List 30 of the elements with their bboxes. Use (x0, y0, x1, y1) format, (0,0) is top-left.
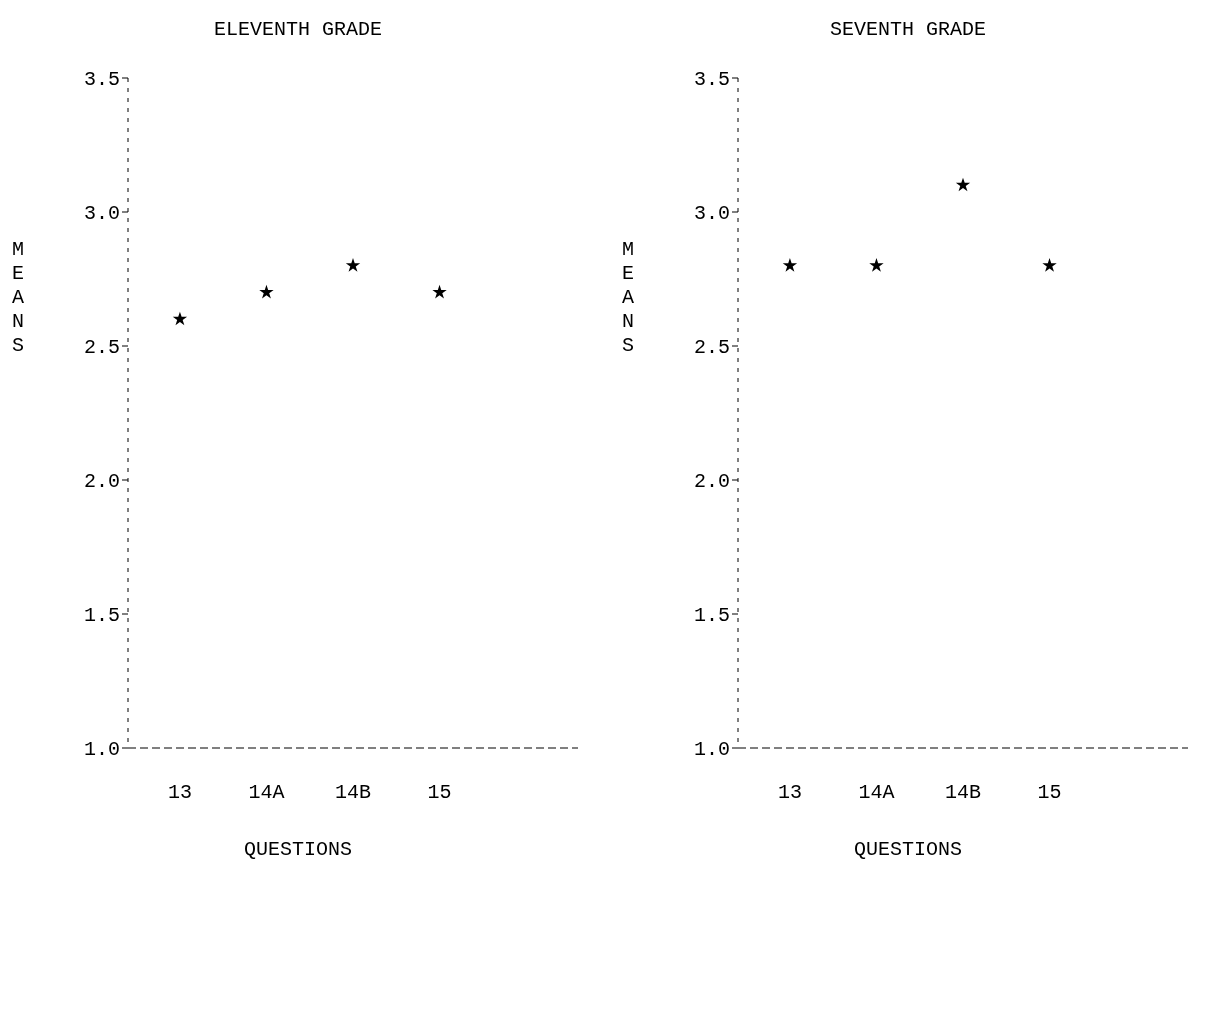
x-tick-label: 14B (944, 781, 982, 805)
x-axis-title: QUESTIONS (853, 838, 963, 861)
x-axis-title: QUESTIONS (243, 838, 353, 861)
y-tick-label: 2.0 (83, 470, 120, 494)
y-tick-label: 1.5 (83, 604, 120, 628)
y-tick-label: 3.5 (83, 68, 120, 92)
y-tick-label: 1.0 (693, 738, 730, 762)
y-tick-label: 3.5 (693, 68, 730, 92)
y-tick-label: 1.0 (83, 738, 120, 762)
point (259, 284, 274, 299)
x-tick-label: 14B (334, 781, 372, 805)
x-tick-label: 13 (777, 781, 802, 805)
x-tick-label: 15 (1037, 781, 1062, 805)
point (432, 284, 447, 299)
y-axis-title: MEANS (11, 238, 25, 358)
x-tick-label: 15 (427, 781, 452, 805)
y-tick-label: 2.0 (693, 470, 730, 494)
chart-title: ELEVENTH GRADE (213, 18, 383, 43)
chart-title: SEVENTH GRADE (829, 18, 987, 43)
point (172, 311, 188, 326)
x-tick-label: 14A (248, 781, 285, 805)
y-tick-label: 2.5 (83, 336, 120, 360)
y-axis-title: MEANS (621, 238, 635, 358)
y-tick-label: 3.0 (83, 202, 120, 226)
y-tick-label: 3.0 (693, 202, 730, 226)
x-tick-label: 13 (167, 781, 192, 805)
y-tick-label: 2.5 (693, 336, 730, 360)
y-tick-label: 1.5 (693, 604, 730, 628)
point (345, 258, 361, 272)
x-tick-label: 14A (858, 781, 895, 805)
